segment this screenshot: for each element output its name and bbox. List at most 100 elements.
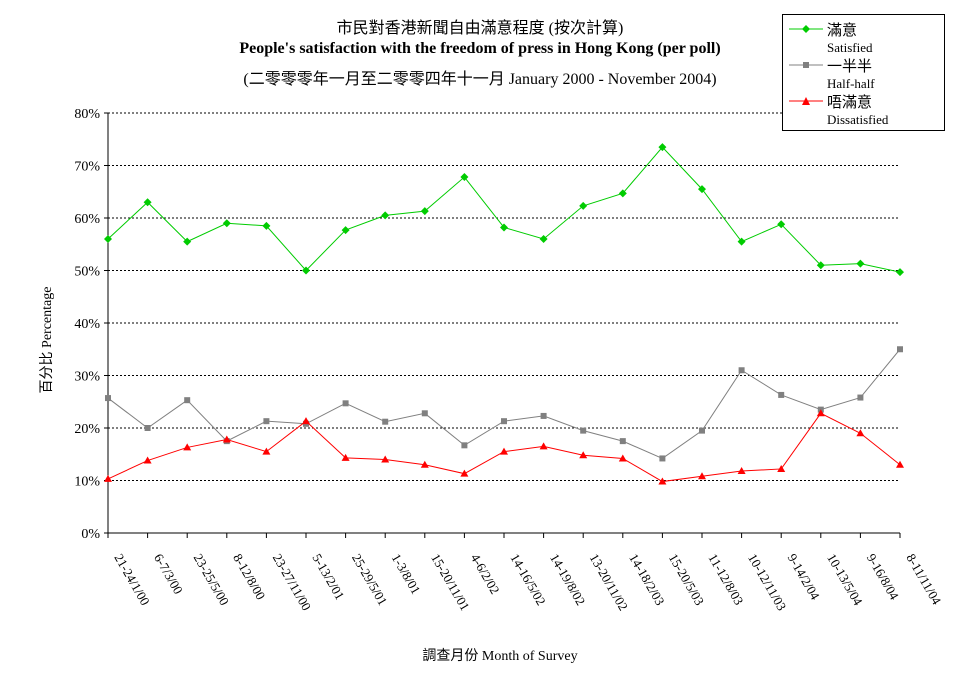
data-point-satisfied	[816, 261, 825, 270]
y-tick-label: 10%	[74, 475, 100, 490]
x-tick-label: 23-25/5/00	[191, 551, 233, 608]
data-point-half-half	[778, 391, 785, 398]
legend-marker-satisfied	[789, 25, 823, 33]
data-point-half-half	[144, 425, 151, 431]
chart-title-en: People's satisfaction with the freedom o…	[239, 40, 721, 57]
x-tick-label: 10-12/11/03	[745, 551, 790, 613]
data-point-satisfied	[381, 211, 390, 220]
data-point-dissatisfied	[460, 469, 469, 477]
data-point-half-half	[184, 397, 191, 404]
legend-marker-dissatisfied	[789, 97, 823, 105]
data-point-half-half	[540, 412, 547, 419]
y-tick-label: 40%	[74, 317, 100, 332]
data-point-dissatisfied	[183, 443, 192, 451]
data-point-half-half	[342, 400, 349, 407]
legend-label-en: Satisfied	[827, 40, 873, 55]
data-point-dissatisfied	[381, 455, 390, 463]
y-tick-label: 20%	[74, 422, 100, 437]
data-point-satisfied	[222, 219, 231, 228]
x-tick-label: 14-18/2/03	[626, 551, 668, 608]
data-point-dissatisfied	[658, 477, 667, 485]
x-tick-label: 8-12/8/00	[230, 551, 268, 602]
x-tick-label: 15-20/11/01	[428, 551, 473, 613]
y-tick-label: 70%	[74, 160, 100, 175]
x-tick-label: 11-12/8/03	[705, 551, 746, 607]
data-point-satisfied	[579, 201, 588, 210]
data-point-satisfied	[302, 266, 310, 275]
data-point-satisfied	[539, 235, 548, 243]
chart-title-zh: 市民對香港新聞自由滿意程度 (按次計算)	[336, 20, 624, 37]
x-tick-label: 10-13/5/04	[824, 551, 866, 608]
data-point-satisfied	[658, 143, 667, 152]
data-point-dissatisfied	[500, 447, 508, 455]
data-point-dissatisfied	[856, 429, 865, 437]
data-point-satisfied	[460, 173, 469, 182]
data-point-satisfied	[183, 237, 192, 246]
y-tick-label: 80%	[74, 107, 100, 122]
data-point-dissatisfied	[222, 435, 231, 443]
data-point-half-half	[382, 418, 389, 425]
y-tick-label: 50%	[74, 265, 100, 280]
data-point-dissatisfied	[737, 467, 746, 475]
x-tick-label: 15-20/5/03	[666, 551, 708, 608]
data-point-dissatisfied	[143, 456, 152, 464]
data-point-half-half	[619, 438, 626, 445]
y-tick-label: 60%	[74, 212, 100, 227]
x-tick-label: 9-16/8/04	[864, 551, 903, 603]
data-point-satisfied	[420, 207, 429, 216]
x-tick-label: 8-11/11/04	[903, 551, 944, 608]
x-axis-label: 調查月份 Month of Survey	[422, 649, 578, 664]
data-point-satisfied	[104, 235, 112, 243]
data-point-satisfied	[341, 226, 350, 235]
data-point-dissatisfied	[539, 442, 548, 450]
data-point-half-half	[461, 442, 468, 449]
data-point-dissatisfied	[302, 417, 310, 425]
legend-marker-half-half	[789, 62, 823, 68]
legend-label-zh: 唔滿意	[827, 95, 873, 111]
legend-label-en: Half-half	[827, 76, 875, 91]
data-point-half-half	[580, 427, 587, 434]
data-point-satisfied	[737, 237, 746, 246]
y-tick-label: 0%	[81, 527, 100, 542]
data-point-half-half	[659, 455, 666, 462]
data-point-dissatisfied	[698, 472, 706, 480]
data-point-satisfied	[896, 268, 904, 277]
x-tick-label: 13-20/11/02	[587, 551, 632, 613]
data-point-half-half	[857, 394, 864, 401]
data-point-dissatisfied	[579, 451, 588, 459]
data-point-dissatisfied	[777, 464, 786, 472]
x-tick-label: 9-14/2/04	[785, 551, 824, 603]
data-point-dissatisfied	[618, 454, 627, 462]
x-tick-label: 25-29/5/01	[349, 551, 391, 608]
data-point-half-half	[897, 346, 903, 353]
data-point-dissatisfied	[420, 460, 429, 468]
data-point-dissatisfied	[341, 453, 350, 461]
data-point-satisfied	[856, 259, 865, 268]
x-tick-label: 6-7/3/00	[151, 551, 186, 597]
data-point-half-half	[263, 418, 270, 425]
y-axis-label: 百分比 Percentage	[40, 286, 55, 394]
x-tick-label: 1-3/8/01	[389, 551, 424, 597]
data-point-satisfied	[143, 198, 152, 207]
x-tick-label: 5-13/2/01	[309, 551, 347, 602]
data-point-dissatisfied	[104, 474, 112, 482]
x-tick-label: 21-24/1/00	[111, 551, 153, 608]
data-point-half-half	[105, 395, 111, 402]
x-tick-label: 4-6/2/02	[468, 551, 503, 597]
legend-label-zh: 滿意	[827, 23, 858, 39]
legend-label-en: Dissatisfied	[827, 112, 889, 127]
data-point-satisfied	[618, 189, 627, 198]
x-tick-label: 14-19/8/02	[547, 551, 589, 608]
data-point-half-half	[738, 367, 745, 374]
data-point-satisfied	[698, 185, 706, 194]
data-point-satisfied	[262, 221, 271, 230]
data-point-dissatisfied	[262, 447, 271, 455]
data-point-satisfied	[777, 220, 786, 229]
x-tick-label: 23-27/11/00	[270, 551, 315, 613]
x-tick-label: 14-16/5/02	[507, 551, 549, 608]
chart-subtitle: (二零零零年一月至二零零四年十一月 January 2000 - Novembe…	[243, 71, 717, 88]
data-point-dissatisfied	[896, 460, 904, 468]
data-point-half-half	[501, 418, 507, 425]
legend: 滿意 Satisfied 一半半 Half-half 唔滿意 Dissatisf…	[782, 14, 945, 131]
data-point-half-half	[421, 410, 428, 417]
